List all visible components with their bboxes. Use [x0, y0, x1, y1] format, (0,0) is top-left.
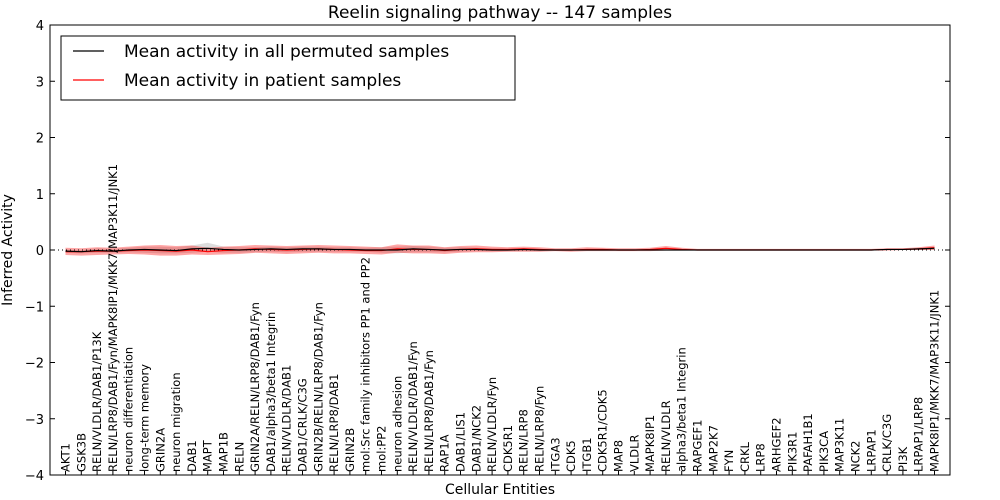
y-tick-label: −3 — [25, 413, 44, 428]
x-category-label: RELN/VLDLR/DAB1 — [280, 365, 294, 472]
x-category-label: DAB1/NCK2 — [469, 405, 483, 472]
y-axis-ticks: −4 −3 −2 −1 0 1 2 3 4 — [25, 19, 950, 484]
x-category-label: MAP1B — [217, 432, 231, 472]
legend-label-permuted: Mean activity in all permuted samples — [124, 42, 449, 62]
x-category-label: LRPAP1 — [864, 429, 878, 472]
x-category-label: RELN/LRP8/Fyn — [533, 386, 547, 472]
x-category-label: GRIN2B/RELN/LRP8/DAB1/Fyn — [311, 302, 325, 472]
x-category-label: DAB1/alpha3/beta1 Integrin — [264, 312, 278, 472]
x-category-label: mol:Src family inhibitors PP1 and PP2 — [359, 257, 373, 472]
y-tick-label: 1 — [36, 188, 44, 203]
x-category-label: MAPT — [201, 439, 215, 472]
x-category-label: GRIN2A — [153, 428, 167, 472]
x-category-label: PIK3CA — [817, 431, 831, 472]
x-category-label: alpha3/beta1 Integrin — [675, 347, 689, 472]
x-category-label: DAB1/CRLK/C3G — [296, 378, 310, 472]
chart-title: Reelin signaling pathway -- 147 samples — [328, 3, 672, 23]
x-category-label: long-term memory — [138, 364, 152, 472]
x-category-label: CRKL — [738, 441, 752, 472]
x-category-label: ARHGEF2 — [770, 417, 784, 472]
x-category-label: MAP2K7 — [706, 425, 720, 472]
x-category-label: RELN/LRP8/DAB1 — [327, 374, 341, 472]
band-series-0 — [65, 242, 935, 254]
x-category-label: DAB1/LIS1 — [454, 412, 468, 472]
x-category-label: PAFAH1B1 — [801, 413, 815, 472]
y-tick-label: 3 — [36, 75, 44, 90]
x-category-label: MAP8 — [612, 440, 626, 472]
y-axis-label: Inferred Activity — [0, 194, 16, 306]
x-category-label: MAP3K11 — [833, 418, 847, 472]
y-tick-label: 0 — [36, 244, 44, 259]
x-category-label: RELN/VLDLR — [659, 400, 673, 472]
x-category-label: CDK5R1 — [501, 425, 515, 472]
y-tick-label: −4 — [25, 469, 44, 484]
legend-box — [60, 35, 516, 101]
y-tick-label: 4 — [36, 19, 44, 34]
x-axis-label: Cellular Entities — [445, 482, 555, 498]
x-axis-category-labels: AKT1 GSK3B RELN/VLDLR/DAB1/P13K RELN/LRP8/D… — [59, 164, 942, 475]
x-category-label: MAPK8IP1 — [643, 415, 657, 472]
x-category-label: mol:PP2 — [375, 426, 389, 473]
x-category-label: FYN — [722, 450, 736, 472]
x-category-label: CRLK/C3G — [880, 414, 894, 472]
x-category-label: RELN/LRP8/DAB1/Fyn — [422, 350, 436, 472]
x-category-label: RELN/VLDLR/DAB1/Fyn — [406, 341, 420, 472]
y-tick-label: −1 — [25, 300, 44, 315]
plot-frame — [49, 24, 951, 476]
x-category-label: GRIN2B — [343, 428, 357, 472]
y-tick-label: 2 — [36, 132, 44, 147]
x-category-label: ITGA3 — [548, 437, 562, 472]
x-category-label: RELN/LRP8/DAB1/Fyn/MAPK8IP1/MKK7/MAP3K11… — [106, 164, 120, 472]
x-category-label: RAP1A — [438, 434, 452, 472]
x-category-label: CDK5R1/CDK5 — [596, 389, 610, 472]
x-category-label: RELN/VLDLR/DAB1/P13K — [90, 331, 104, 472]
x-category-label: RAPGEF1 — [691, 420, 705, 472]
x-category-label: NCK2 — [849, 441, 863, 473]
x-category-label: PIK3R1 — [785, 432, 799, 473]
x-category-label: DAB1 — [185, 440, 199, 472]
x-category-label: neuron adhesion — [390, 376, 404, 472]
legend: Mean activity in all permuted samples Me… — [60, 35, 516, 101]
x-category-label: RELN/LRP8 — [517, 409, 531, 472]
x-category-label: ITGB1 — [580, 437, 594, 472]
x-category-label: VLDLR — [627, 434, 641, 472]
x-category-label: LRP8 — [754, 443, 768, 472]
x-category-label: LRPAP1/LRP8 — [912, 397, 926, 472]
series-line-0 — [65, 247, 935, 253]
x-category-label: GRIN2A/RELN/LRP8/DAB1/Fyn — [248, 302, 262, 472]
x-category-label: AKT1 — [59, 443, 73, 472]
legend-label-patient: Mean activity in patient samples — [124, 71, 401, 91]
x-category-label: RELN/VLDLR/Fyn — [485, 377, 499, 472]
series-lines — [50, 247, 950, 253]
x-category-label: neuron differentiation — [122, 347, 136, 472]
x-category-label: PI3K — [896, 446, 910, 472]
x-category-label: MAPK8IP1/MKK7/MAP3K11/JNK1 — [928, 290, 942, 472]
x-category-label: GSK3B — [74, 433, 88, 472]
y-tick-label: −2 — [25, 357, 44, 372]
x-category-label: neuron migration — [169, 372, 183, 472]
x-category-label: CDK5 — [564, 440, 578, 472]
x-category-label: RELN — [232, 442, 246, 472]
